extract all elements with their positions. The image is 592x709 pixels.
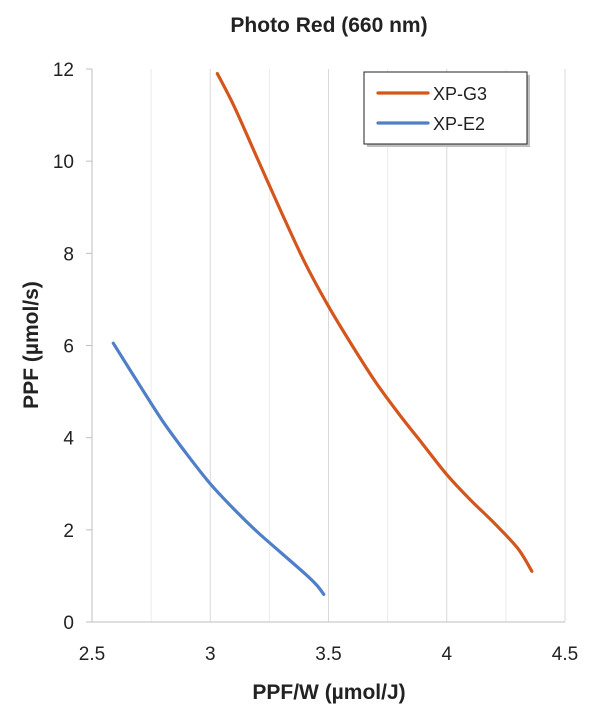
x-tick-label: 4.5 [552, 644, 578, 665]
y-tick-label: 6 [63, 337, 74, 358]
y-tick-label: 8 [63, 244, 74, 265]
y-axis-label: PPF (µmol/s) [20, 281, 43, 409]
legend-label: XP-E2 [433, 114, 485, 134]
y-tick-label: 0 [63, 613, 74, 634]
y-tick-label: 10 [53, 152, 74, 173]
x-tick-label: 2.5 [79, 644, 105, 665]
series-group [111, 72, 534, 596]
y-tick-label: 4 [63, 429, 74, 450]
x-tick-label: 3 [205, 644, 216, 665]
axes [86, 68, 565, 623]
x-tick-label: 3.5 [315, 644, 341, 665]
x-tick-label: 4 [441, 644, 452, 665]
chart-title: Photo Red (660 nm) [230, 14, 427, 37]
legend-box [363, 71, 528, 145]
y-tick-label: 2 [63, 521, 74, 542]
legend-label: XP-G3 [433, 84, 487, 104]
series-line-xp-g3 [215, 72, 534, 573]
grid [91, 69, 566, 622]
series-line-xp-e2 [111, 341, 326, 596]
legend: XP-G3 XP-E2 [363, 71, 530, 147]
x-axis-label: PPF/W (µmol/J) [252, 681, 405, 704]
tick-labels: 2.5 3 3.5 4 4.5 0 2 4 6 8 10 12 [53, 60, 578, 665]
y-tick-label: 12 [53, 60, 74, 81]
